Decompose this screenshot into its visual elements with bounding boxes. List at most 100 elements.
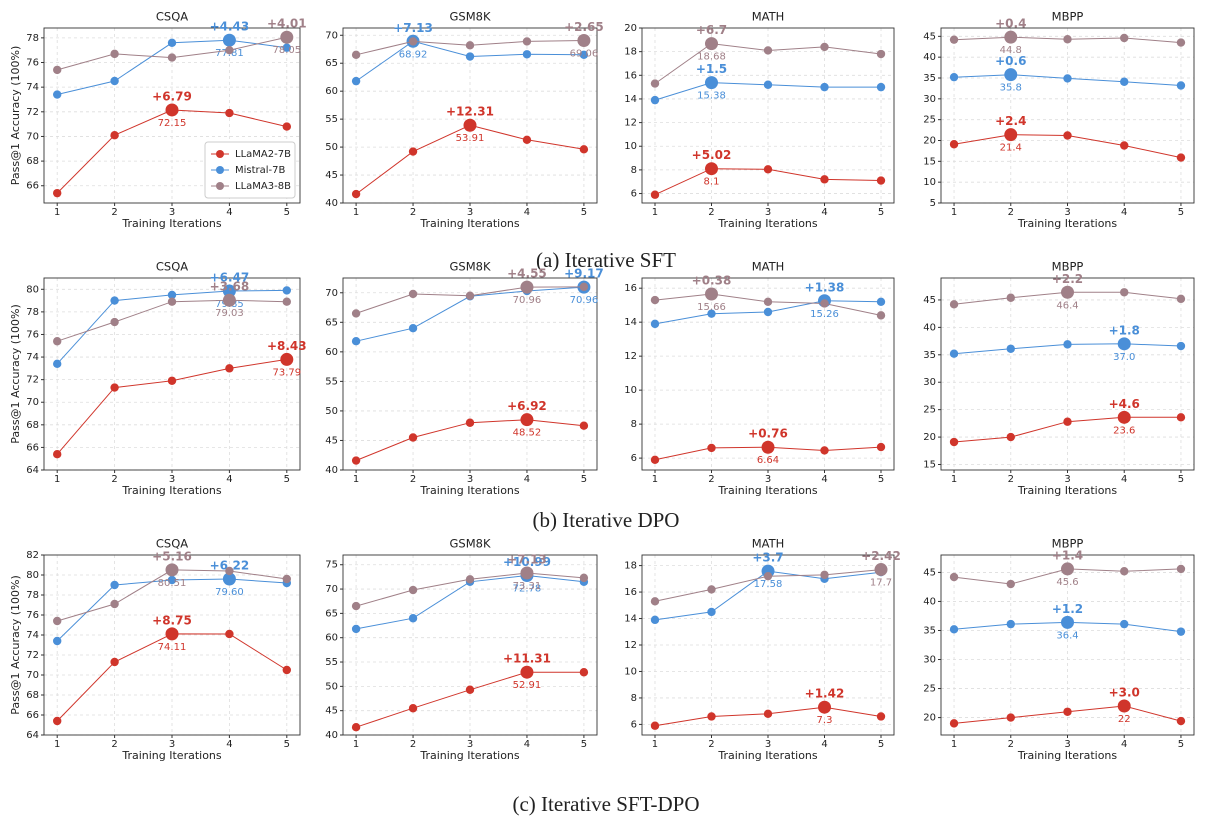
x-axis-label: Training Iterations <box>717 217 818 230</box>
data-point <box>225 45 234 55</box>
x-tick-label: 5 <box>1178 739 1184 750</box>
x-axis-label: Training Iterations <box>1017 484 1118 497</box>
legend-label: Mistral-7B <box>235 165 286 176</box>
data-point <box>522 50 532 59</box>
data-point <box>1004 30 1018 44</box>
data-point <box>1120 33 1129 43</box>
data-point <box>282 43 291 52</box>
data-point <box>465 52 475 61</box>
data-point <box>1176 294 1186 304</box>
data-point <box>282 297 291 306</box>
x-tick-label: 2 <box>1008 474 1014 485</box>
x-axis-label: Training Iterations <box>419 484 520 497</box>
y-tick-label: 18 <box>624 47 637 58</box>
y-tick-label: 10 <box>923 177 936 188</box>
x-tick-label: 5 <box>878 739 884 750</box>
y-tick-label: 72 <box>26 107 39 118</box>
x-tick-label: 5 <box>581 739 587 750</box>
y-tick-label: 68 <box>26 690 39 701</box>
subplot-title: MBPP <box>1052 10 1084 24</box>
x-tick-label: 4 <box>524 474 530 485</box>
gain-label: +11.31 <box>503 652 551 666</box>
data-point <box>650 319 660 329</box>
x-tick-label: 4 <box>524 207 530 218</box>
data-point <box>110 296 119 305</box>
data-point <box>579 668 589 677</box>
y-tick-label: 55 <box>325 376 338 387</box>
x-tick-label: 1 <box>54 739 60 750</box>
y-tick-label: 72 <box>26 375 39 386</box>
x-tick-label: 5 <box>284 474 290 485</box>
gain-label: +12.31 <box>446 105 494 119</box>
data-point <box>110 599 119 609</box>
x-tick-label: 5 <box>1178 207 1184 218</box>
data-point <box>949 572 959 582</box>
gain-label: +3.7 <box>752 551 783 565</box>
y-tick-label: 76 <box>26 58 39 69</box>
data-point <box>167 38 177 47</box>
plot-frame <box>641 554 895 736</box>
data-point <box>408 37 418 46</box>
gain-label: +6.47 <box>210 270 250 284</box>
data-point <box>1176 341 1186 351</box>
data-point <box>225 629 234 639</box>
gain-label: +5.02 <box>692 148 732 162</box>
x-tick-label: 1 <box>353 739 359 750</box>
data-point <box>408 433 418 442</box>
data-point <box>351 76 361 86</box>
x-tick-label: 3 <box>169 207 175 218</box>
value-label: 52.91 <box>513 680 542 691</box>
x-tick-label: 5 <box>878 207 884 218</box>
y-tick-label: 78 <box>26 307 39 318</box>
x-tick-label: 3 <box>1064 207 1070 218</box>
y-tick-label: 75 <box>325 560 338 571</box>
y-tick-label: 70 <box>26 670 39 681</box>
data-point <box>949 140 959 149</box>
value-label: 18.68 <box>697 52 726 63</box>
value-label: 22 <box>1118 714 1131 725</box>
subplot-title: MATH <box>752 537 785 551</box>
y-tick-label: 55 <box>325 657 338 668</box>
y-tick-label: 50 <box>325 681 338 692</box>
y-tick-label: 12 <box>624 118 637 129</box>
y-tick-label: 64 <box>26 465 39 476</box>
x-tick-label: 4 <box>821 207 827 218</box>
subplot-title: GSM8K <box>450 260 491 274</box>
y-tick-label: 18 <box>624 561 637 572</box>
data-point <box>1063 74 1072 83</box>
x-tick-label: 4 <box>1121 207 1127 218</box>
x-axis-label: Training Iterations <box>1017 749 1118 762</box>
legend-marker <box>216 150 224 158</box>
data-point <box>167 376 177 385</box>
x-tick-label: 4 <box>524 739 530 750</box>
x-tick-label: 1 <box>652 207 658 218</box>
plot-frame <box>342 277 598 471</box>
y-tick-label: 8 <box>631 693 637 704</box>
value-label: 74.11 <box>158 642 187 653</box>
data-point <box>1176 716 1186 726</box>
data-point <box>1176 153 1186 162</box>
data-point <box>820 446 829 455</box>
subplot-title: GSM8K <box>450 10 491 24</box>
subplot: CSQA 64 66 68 70 72 74 76 78 80 82 1 2 3 4 5 Training It… <box>9 537 301 762</box>
subplot-title: MATH <box>752 260 785 274</box>
y-tick-label: 16 <box>624 587 637 598</box>
x-tick-label: 4 <box>1121 474 1127 485</box>
data-point <box>1063 707 1072 716</box>
legend-marker <box>216 182 224 190</box>
gain-label: +8.43 <box>267 339 307 353</box>
data-point <box>1117 410 1131 424</box>
data-point <box>949 35 959 44</box>
y-tick-label: 45 <box>923 31 936 42</box>
data-point <box>165 627 179 641</box>
value-label: 44.8 <box>1000 45 1022 56</box>
data-point <box>167 297 177 306</box>
data-point <box>761 440 775 454</box>
data-point <box>53 359 62 369</box>
x-tick-label: 1 <box>353 207 359 218</box>
x-tick-label: 3 <box>1064 474 1070 485</box>
y-tick-label: 35 <box>923 350 936 361</box>
